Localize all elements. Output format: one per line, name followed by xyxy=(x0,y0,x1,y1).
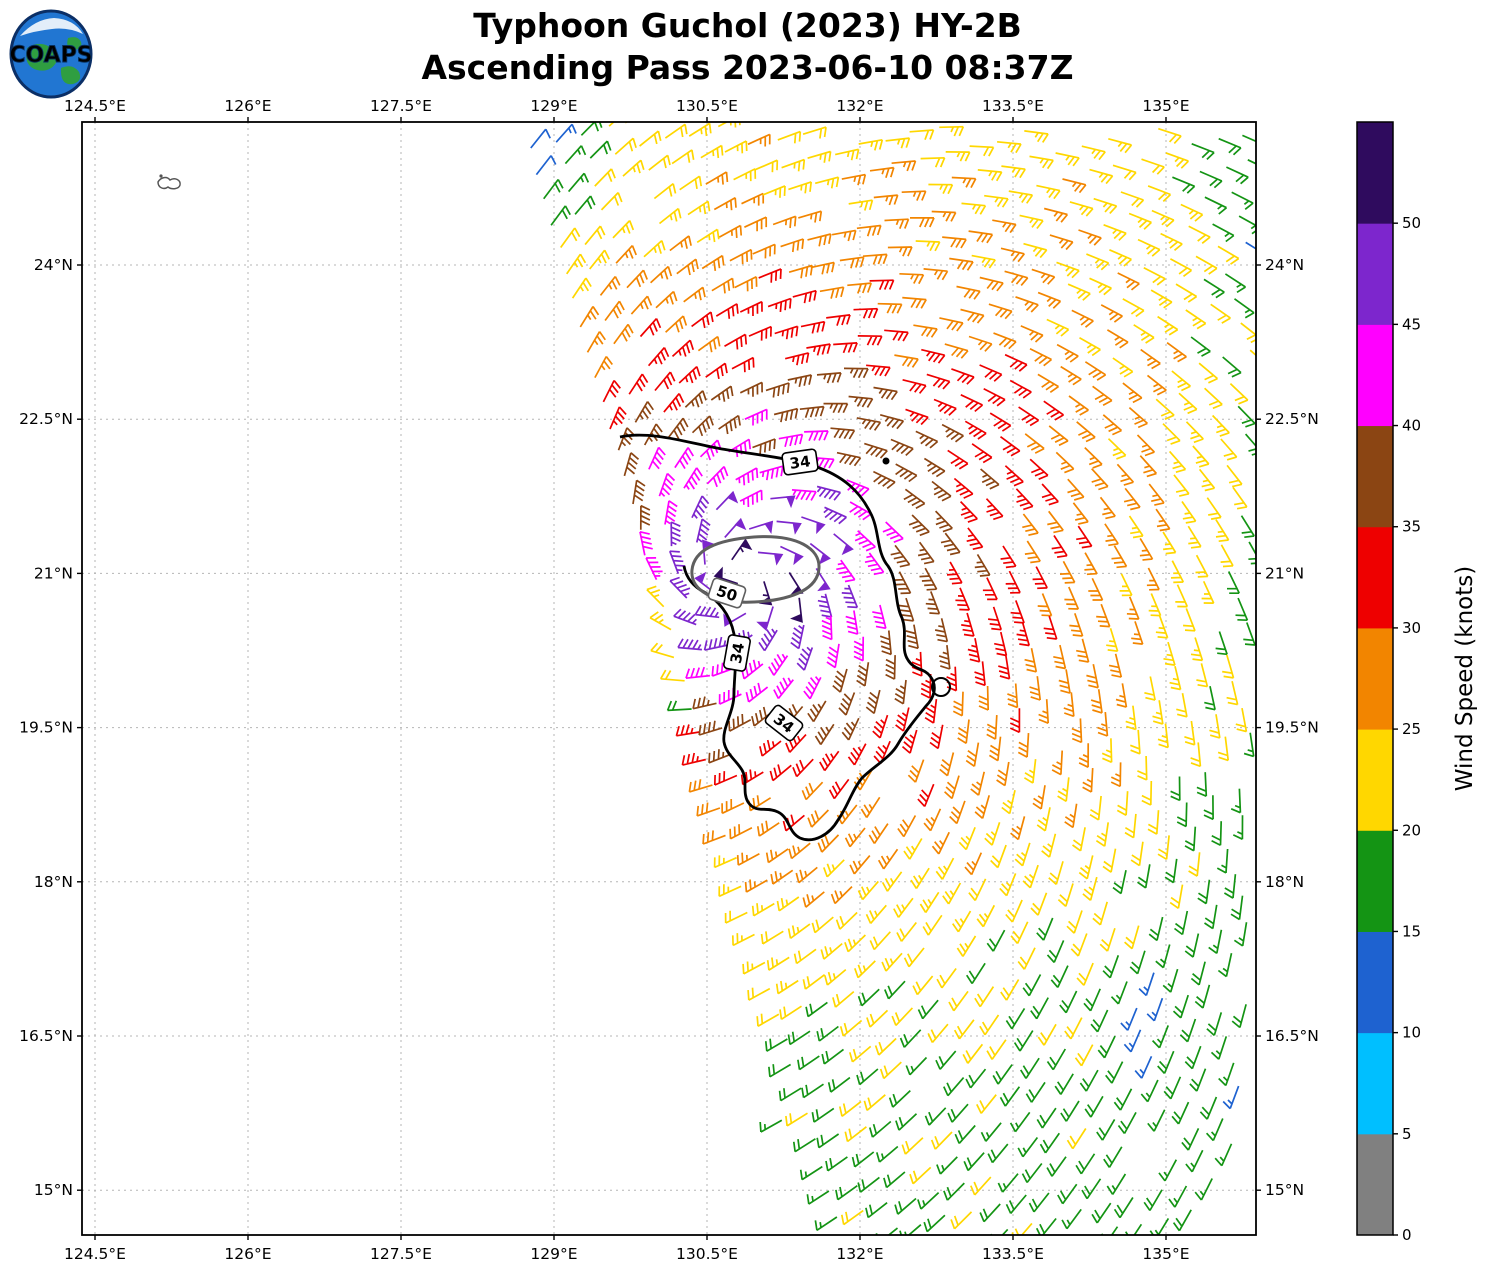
svg-text:132°E: 132°E xyxy=(836,1245,883,1263)
svg-text:24°N: 24°N xyxy=(1265,256,1304,274)
svg-text:22.5°N: 22.5°N xyxy=(19,410,73,428)
svg-text:16.5°N: 16.5°N xyxy=(19,1027,73,1045)
colorbar-label: Wind Speed (knots) xyxy=(1452,566,1478,791)
svg-text:132°E: 132°E xyxy=(836,97,883,115)
svg-text:133.5°E: 133.5°E xyxy=(982,97,1044,115)
coaps-logo-icecap xyxy=(20,18,83,36)
coaps-logo: COAPS xyxy=(9,9,93,99)
svg-text:124.5°E: 124.5°E xyxy=(64,1245,126,1263)
svg-text:21°N: 21°N xyxy=(34,564,73,582)
svg-text:40: 40 xyxy=(1402,417,1421,435)
contour-label-34: 34 xyxy=(781,448,819,476)
svg-text:126°E: 126°E xyxy=(224,97,271,115)
svg-text:19.5°N: 19.5°N xyxy=(19,719,73,737)
svg-text:18°N: 18°N xyxy=(1265,873,1304,891)
svg-text:34: 34 xyxy=(788,452,811,473)
island-outline-nw xyxy=(157,176,181,190)
svg-text:50: 50 xyxy=(714,582,739,606)
svg-text:15: 15 xyxy=(1402,922,1421,940)
svg-text:45: 45 xyxy=(1402,315,1421,333)
svg-text:25: 25 xyxy=(1402,720,1421,738)
svg-text:18°N: 18°N xyxy=(34,873,73,891)
svg-text:19.5°N: 19.5°N xyxy=(1265,719,1319,737)
islet-dot-nw xyxy=(159,174,163,178)
island-dot-east xyxy=(882,457,890,465)
svg-text:50: 50 xyxy=(1402,214,1421,232)
svg-text:126°E: 126°E xyxy=(224,1245,271,1263)
svg-text:22.5°N: 22.5°N xyxy=(1265,410,1319,428)
svg-text:127.5°E: 127.5°E xyxy=(370,1245,432,1263)
svg-text:30: 30 xyxy=(1402,619,1421,637)
svg-text:129°E: 129°E xyxy=(530,1245,577,1263)
coaps-logo-text: COAPS xyxy=(9,43,92,68)
svg-text:24°N: 24°N xyxy=(34,256,73,274)
axes-layer: 124.5°E 124.5°E 126°E 126°E 127.5°E 127.5°E 12… xyxy=(19,97,1319,1263)
contour-label-34: 34 xyxy=(723,634,751,672)
svg-text:15°N: 15°N xyxy=(1265,1181,1304,1199)
svg-text:127.5°E: 127.5°E xyxy=(370,97,432,115)
svg-text:5: 5 xyxy=(1402,1125,1412,1143)
svg-text:129°E: 129°E xyxy=(530,97,577,115)
svg-text:130.5°E: 130.5°E xyxy=(676,1245,738,1263)
coaps-logo-land-1 xyxy=(26,43,59,71)
svg-text:135°E: 135°E xyxy=(1142,97,1189,115)
svg-text:135°E: 135°E xyxy=(1142,1245,1189,1263)
coaps-logo-land-3 xyxy=(67,37,82,50)
coaps-logo-land-2 xyxy=(60,66,81,85)
contour-labels-layer: 34 34 34 50 xyxy=(707,448,819,742)
plot-subtitle: Ascending Pass 2023-06-10 08:37Z xyxy=(421,48,1074,87)
svg-text:130.5°E: 130.5°E xyxy=(676,97,738,115)
svg-text:15°N: 15°N xyxy=(34,1181,73,1199)
svg-text:21°N: 21°N xyxy=(1265,564,1304,582)
contour-34 xyxy=(619,433,936,842)
colorbar: 0 5 10 15 20 25 30 35 40 45 50 Wind Speed (knots) xyxy=(1356,121,1478,1244)
svg-text:16.5°N: 16.5°N xyxy=(1265,1027,1319,1045)
svg-text:20: 20 xyxy=(1402,821,1421,839)
svg-text:124.5°E: 124.5°E xyxy=(64,97,126,115)
contour-label-50: 50 xyxy=(707,577,747,609)
svg-text:35: 35 xyxy=(1402,518,1421,536)
island-ring-center xyxy=(931,677,951,697)
contour-label-34: 34 xyxy=(764,704,804,742)
svg-text:34: 34 xyxy=(727,641,748,665)
plot-title: Typhoon Guchol (2023) HY-2B xyxy=(473,6,1022,45)
svg-text:133.5°E: 133.5°E xyxy=(982,1245,1044,1263)
svg-text:0: 0 xyxy=(1402,1226,1412,1244)
svg-text:10: 10 xyxy=(1402,1024,1421,1042)
wind-barbs-layer xyxy=(530,122,1256,1235)
